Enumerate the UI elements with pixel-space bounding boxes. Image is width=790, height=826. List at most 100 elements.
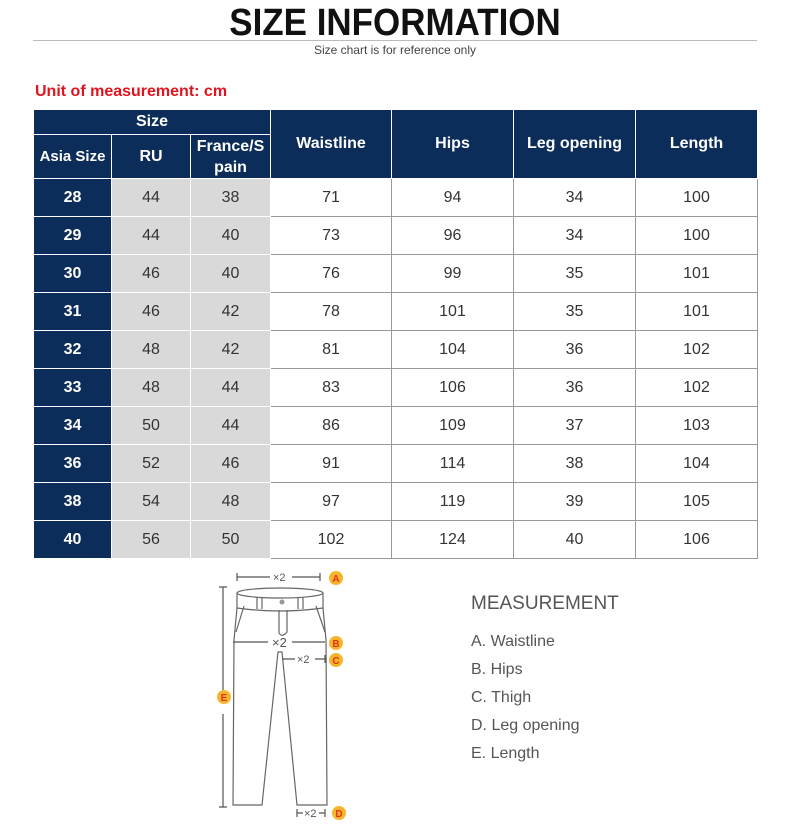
table-cell: 97 xyxy=(270,482,393,521)
marker-d-label: D xyxy=(335,809,342,820)
table-cell: 54 xyxy=(111,482,191,521)
table-cell: 102 xyxy=(270,520,393,559)
multiplier-a: ×2 xyxy=(273,572,286,584)
header-hips: Hips xyxy=(391,109,515,179)
header-ru: RU xyxy=(111,134,191,179)
table-cell: 31 xyxy=(33,292,112,331)
table-cell: 30 xyxy=(33,254,112,293)
table-cell: 44 xyxy=(189,368,272,407)
table-cell: 29 xyxy=(33,216,112,255)
measurement-title: MEASUREMENT xyxy=(471,593,619,614)
table-cell: 114 xyxy=(391,444,515,483)
multiplier-b: ×2 xyxy=(272,635,287,650)
table-cell: 48 xyxy=(111,330,191,369)
table-cell: 34 xyxy=(513,178,637,217)
table-cell: 32 xyxy=(33,330,112,369)
marker-c-label: C xyxy=(332,656,339,667)
marker-e-label: E xyxy=(221,693,228,704)
table-row: 36 52 46 91 114 38 104 xyxy=(33,444,759,483)
table-cell: 38 xyxy=(33,482,112,521)
table-cell: 104 xyxy=(635,444,759,483)
table-cell: 48 xyxy=(111,368,191,407)
size-table: Size Waistline Hips Leg opening Length A… xyxy=(32,109,759,559)
table-row: 40 56 50 102 124 40 106 xyxy=(33,520,759,559)
table-row: 32 48 42 81 104 36 102 xyxy=(33,330,759,369)
header-length: Length xyxy=(635,109,759,179)
table-cell: 38 xyxy=(189,178,272,217)
table-row: 33 48 44 83 106 36 102 xyxy=(33,368,759,407)
header-leg-opening: Leg opening xyxy=(513,109,637,179)
table-cell: 36 xyxy=(33,444,112,483)
table-cell: 46 xyxy=(189,444,272,483)
unit-label: Unit of measurement: cm xyxy=(35,83,228,100)
measurement-item-c: C. Thigh xyxy=(471,689,532,706)
table-row: 29 44 40 73 96 34 100 xyxy=(33,216,759,255)
table-cell: 109 xyxy=(391,406,515,445)
table-cell: 46 xyxy=(111,254,191,293)
table-cell: 101 xyxy=(635,292,759,331)
table-cell: 101 xyxy=(635,254,759,293)
table-row: 31 46 42 78 101 35 101 xyxy=(33,292,759,331)
marker-b-label: B xyxy=(332,639,339,650)
table-cell: 42 xyxy=(189,330,272,369)
measurement-item-b: B. Hips xyxy=(471,661,523,678)
header-waistline: Waistline xyxy=(270,109,393,179)
table-row: 28 44 38 71 94 34 100 xyxy=(33,178,759,217)
marker-d-badge xyxy=(332,806,346,820)
multiplier-c: ×2 xyxy=(297,654,310,666)
table-cell: 100 xyxy=(635,216,759,255)
table-cell: 76 xyxy=(270,254,393,293)
table-cell: 36 xyxy=(513,368,637,407)
button-icon xyxy=(279,599,285,605)
dimension-lines xyxy=(219,573,326,817)
divider xyxy=(33,40,757,41)
table-cell: 37 xyxy=(513,406,637,445)
marker-b-badge xyxy=(329,636,343,650)
pants-outline xyxy=(232,587,328,806)
marker-a-badge xyxy=(329,571,343,585)
multiplier-d: ×2 xyxy=(304,808,317,820)
table-cell: 100 xyxy=(635,178,759,217)
table-cell: 94 xyxy=(391,178,515,217)
table-cell: 44 xyxy=(189,406,272,445)
size-group-header: Size xyxy=(32,109,272,135)
marker-a-label: A xyxy=(332,574,339,585)
table-cell: 44 xyxy=(111,178,191,217)
measurement-item-e: E. Length xyxy=(471,745,540,762)
table-cell: 102 xyxy=(635,368,759,407)
marker-c-badge xyxy=(329,653,343,667)
table-cell: 56 xyxy=(111,520,191,559)
table-cell: 36 xyxy=(513,330,637,369)
measurement-item-a: A. Waistline xyxy=(471,633,555,650)
table-cell: 42 xyxy=(189,292,272,331)
table-cell: 91 xyxy=(270,444,393,483)
table-cell: 48 xyxy=(189,482,272,521)
table-cell: 40 xyxy=(33,520,112,559)
subtitle: Size chart is for reference only xyxy=(313,43,477,57)
measurement-item-d: D. Leg opening xyxy=(471,717,580,734)
page-title: SIZE INFORMATION xyxy=(229,2,561,44)
table-row: 30 46 40 76 99 35 101 xyxy=(33,254,759,293)
header-france-spain: France/S pain xyxy=(189,134,272,179)
table-cell: 50 xyxy=(189,520,272,559)
table-cell: 40 xyxy=(189,216,272,255)
table-cell: 40 xyxy=(189,254,272,293)
table-cell: 52 xyxy=(111,444,191,483)
header-asia-size: Asia Size xyxy=(33,134,112,179)
table-row: 38 54 48 97 119 39 105 xyxy=(33,482,759,521)
table-cell: 34 xyxy=(33,406,112,445)
table-cell: 38 xyxy=(513,444,637,483)
table-cell: 39 xyxy=(513,482,637,521)
marker-e-badge xyxy=(217,690,231,704)
table-cell: 83 xyxy=(270,368,393,407)
table-cell: 96 xyxy=(391,216,515,255)
table-cell: 106 xyxy=(635,520,759,559)
table-cell: 33 xyxy=(33,368,112,407)
table-cell: 99 xyxy=(391,254,515,293)
table-cell: 44 xyxy=(111,216,191,255)
table-row: 34 50 44 86 109 37 103 xyxy=(33,406,759,445)
table-cell: 106 xyxy=(391,368,515,407)
table-cell: 124 xyxy=(391,520,515,559)
table-cell: 40 xyxy=(513,520,637,559)
